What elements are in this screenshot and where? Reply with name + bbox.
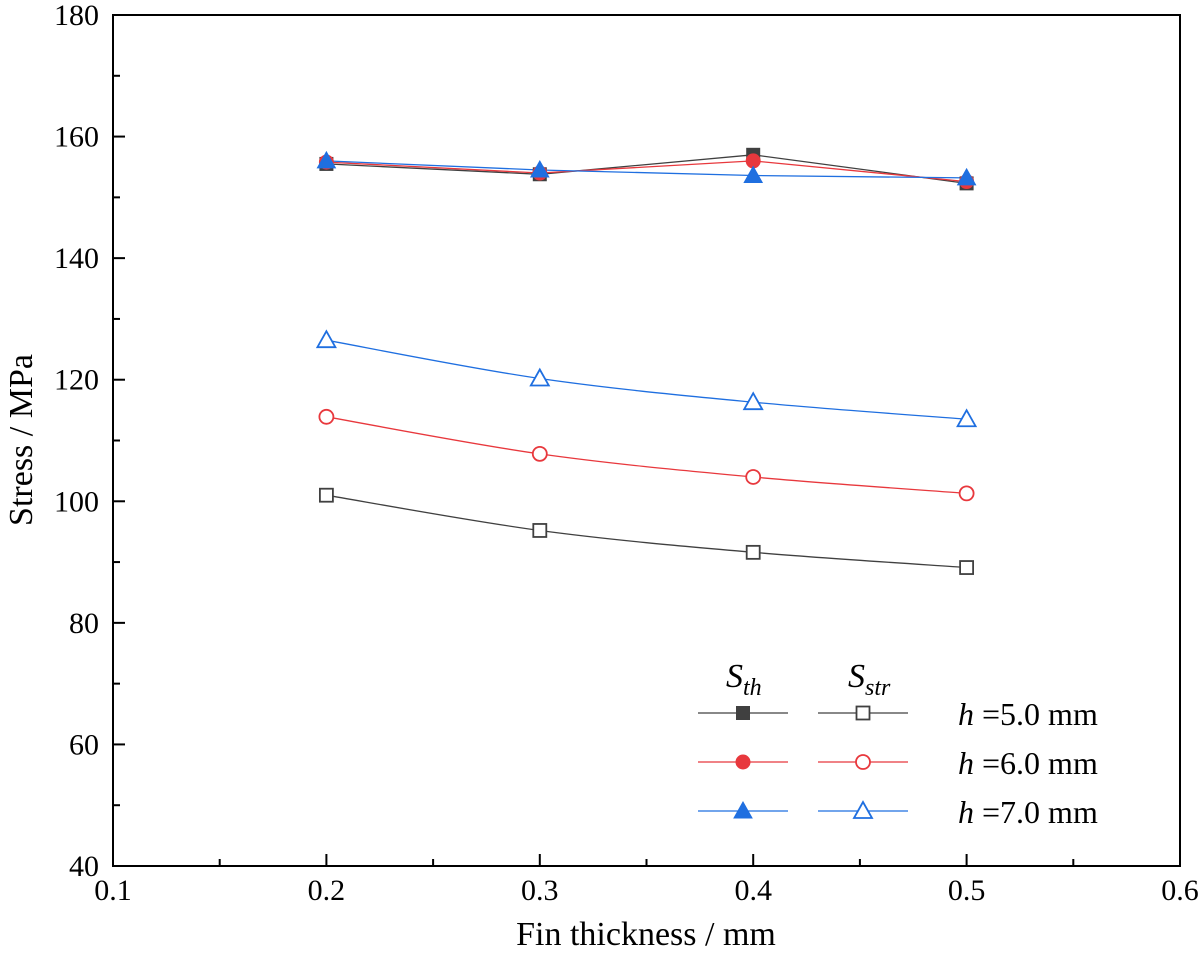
data-point-s-th-triangle <box>316 150 337 169</box>
plot-frame <box>112 14 1181 867</box>
axis-ticks <box>112 14 1181 867</box>
legend-header-sstr: Sstr <box>848 658 891 701</box>
data-point-s-str-triangle <box>956 408 978 428</box>
tick-labels: 0.1 0.2 0.3 0.4 0.5 0.6 40 60 80 100 120 140 160 180 <box>54 0 1199 907</box>
data-point-s-str-triangle <box>315 329 337 349</box>
x-axis-title: Fin thickness / mm <box>516 916 776 953</box>
legend-marker-sstr <box>855 754 871 770</box>
data-point-s-str-circle <box>531 445 548 462</box>
data-point-s-str-circle <box>318 408 335 425</box>
data-point-s-str-square <box>318 487 334 503</box>
x-tick-label: 0.4 <box>734 874 772 907</box>
y-tick-label: 120 <box>54 364 99 397</box>
legend-label-h7: h =7.0 mm <box>958 794 1098 830</box>
x-tick-label: 0.3 <box>521 874 559 907</box>
data-point-s-str-square <box>532 523 548 538</box>
data-point-s-str-circle <box>958 485 975 502</box>
y-axis-title: Stress / MPa <box>3 354 40 526</box>
series-lines <box>326 154 967 569</box>
y-tick-label: 60 <box>69 728 99 761</box>
data-point-s-str-square <box>959 560 974 575</box>
legend-label-h6: h =6.0 mm <box>958 745 1098 781</box>
series-line-s-th-0 <box>326 154 967 185</box>
y-tick-label: 180 <box>54 0 99 32</box>
data-point-s-th-triangle <box>743 165 764 183</box>
x-tick-label: 0.6 <box>1161 874 1199 907</box>
x-tick-label: 0.1 <box>94 874 132 907</box>
y-tick-label: 160 <box>54 121 99 154</box>
legend-header-sth: Sth <box>726 658 762 701</box>
y-tick-label: 140 <box>54 242 99 275</box>
legend-marker-sth <box>733 800 753 819</box>
series-line-s-str-4 <box>326 416 967 495</box>
legend-marker-sstr <box>852 800 874 819</box>
series-line-s-str-5 <box>326 339 967 420</box>
series-line-s-str-3 <box>326 494 967 569</box>
legend-label-h5: h =5.0 mm <box>958 696 1098 732</box>
series-line-s-th-2 <box>326 160 967 179</box>
legend-marker-sth <box>735 754 751 770</box>
data-point-s-str-square <box>745 544 761 560</box>
legend-marker-sth <box>736 706 750 720</box>
data-point-s-str-triangle <box>529 367 551 387</box>
y-tick-label: 100 <box>54 485 99 518</box>
y-tick-label: 40 <box>69 850 99 883</box>
x-tick-label: 0.5 <box>948 874 986 907</box>
legend-rows <box>698 705 908 819</box>
legend-marker-sstr <box>855 705 871 721</box>
series-markers <box>315 147 978 575</box>
data-point-s-str-triangle <box>742 391 764 411</box>
legend: Sth Sstr h =5.0 mm h =6.0 mm h =7.0 mm <box>698 658 1098 830</box>
series-line-s-th-1 <box>326 160 967 183</box>
data-point-s-th-triangle <box>956 167 977 186</box>
y-tick-label: 80 <box>69 607 99 640</box>
data-point-s-th-triangle <box>529 159 550 178</box>
data-point-s-str-circle <box>745 469 762 485</box>
x-tick-label: 0.2 <box>308 874 346 907</box>
